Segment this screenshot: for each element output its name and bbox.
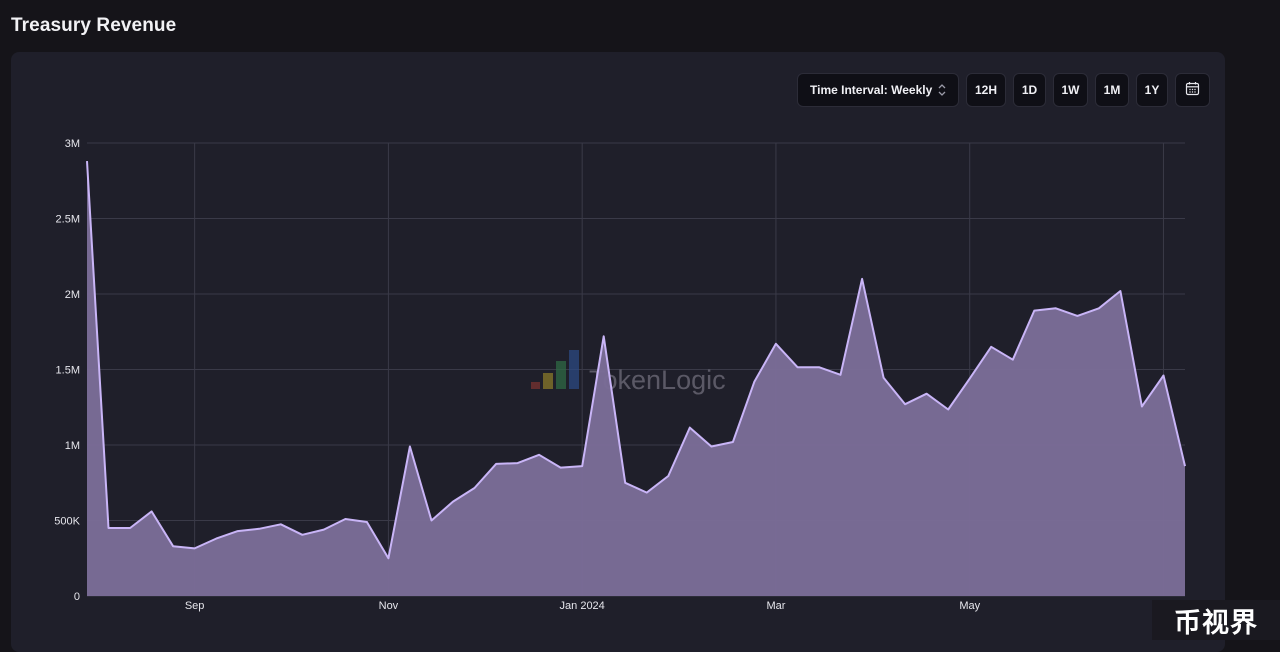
range-12h-button[interactable]: 12H: [966, 73, 1006, 107]
calendar-icon: [1185, 81, 1200, 99]
data-point[interactable]: [968, 377, 972, 381]
data-point[interactable]: [1032, 309, 1036, 313]
data-point[interactable]: [236, 529, 240, 533]
data-point[interactable]: [257, 527, 261, 531]
data-point[interactable]: [193, 546, 197, 550]
data-point[interactable]: [925, 392, 929, 396]
data-point[interactable]: [85, 159, 89, 163]
y-tick-label: 1.5M: [56, 365, 80, 377]
data-point[interactable]: [322, 528, 326, 532]
data-point[interactable]: [860, 277, 864, 281]
data-point[interactable]: [279, 522, 283, 526]
data-point[interactable]: [882, 376, 886, 380]
data-point[interactable]: [171, 544, 175, 548]
data-point[interactable]: [300, 533, 304, 537]
data-point[interactable]: [516, 461, 520, 465]
data-point[interactable]: [214, 537, 218, 541]
data-point[interactable]: [645, 491, 649, 495]
data-point[interactable]: [386, 556, 390, 560]
page-title: Treasury Revenue: [11, 15, 177, 36]
data-point[interactable]: [107, 526, 111, 530]
data-point[interactable]: [365, 520, 369, 524]
x-tick-label: Jan 2024: [560, 600, 605, 612]
data-point[interactable]: [796, 365, 800, 369]
data-point[interactable]: [817, 365, 821, 369]
y-tick-label: 500K: [54, 516, 80, 528]
data-point[interactable]: [602, 334, 606, 338]
data-point[interactable]: [580, 464, 584, 468]
data-point[interactable]: [839, 373, 843, 377]
watermark-bar: [556, 361, 566, 389]
range-1m-button[interactable]: 1M: [1095, 73, 1129, 107]
data-point[interactable]: [946, 408, 950, 412]
data-point[interactable]: [709, 445, 713, 449]
data-point[interactable]: [430, 519, 434, 523]
data-point[interactable]: [1162, 374, 1166, 378]
chart-toolbar: Time Interval: Weekly 12H 1D 1W 1M 1Y: [797, 73, 1210, 107]
data-point[interactable]: [1011, 358, 1015, 362]
x-tick-label: Nov: [379, 600, 399, 612]
data-point[interactable]: [903, 402, 907, 406]
data-point[interactable]: [1118, 289, 1122, 293]
data-point[interactable]: [128, 526, 132, 530]
data-point[interactable]: [688, 426, 692, 430]
y-axis-labels: 0 500K 1M 1.5M 2M 2.5M 3M: [54, 138, 80, 603]
range-1y-button[interactable]: 1Y: [1136, 73, 1168, 107]
data-point[interactable]: [408, 445, 412, 449]
data-point[interactable]: [343, 517, 347, 521]
x-tick-label: May: [959, 600, 980, 612]
watermark-bar: [543, 373, 553, 389]
time-interval-label: Time Interval: Weekly: [810, 83, 933, 97]
y-tick-label: 2.5M: [56, 214, 80, 226]
watermark-bar: [569, 350, 579, 389]
data-point[interactable]: [666, 474, 670, 478]
data-point[interactable]: [1097, 306, 1101, 310]
data-point[interactable]: [774, 342, 778, 346]
range-1d-button[interactable]: 1D: [1013, 73, 1046, 107]
data-point[interactable]: [623, 481, 627, 485]
tokenlogic-watermark: TokenLogic: [531, 350, 726, 395]
area-series: [85, 159, 1187, 596]
data-point[interactable]: [559, 466, 563, 470]
y-tick-label: 2M: [65, 289, 80, 301]
data-point[interactable]: [752, 380, 756, 384]
data-point[interactable]: [537, 453, 541, 457]
watermark-bar: [531, 382, 540, 389]
data-point[interactable]: [451, 500, 455, 504]
source-badge: 币视界: [1152, 600, 1280, 640]
y-tick-label: 1M: [65, 440, 80, 452]
data-point[interactable]: [473, 486, 477, 490]
area-fill: [87, 161, 1185, 596]
series-line: [86, 161, 1186, 560]
y-tick-label: 0: [74, 591, 80, 603]
data-point[interactable]: [494, 462, 498, 466]
x-tick-label: Mar: [766, 600, 785, 612]
x-tick-label: Sep: [185, 600, 205, 612]
range-1w-button[interactable]: 1W: [1053, 73, 1088, 107]
data-point[interactable]: [1075, 314, 1079, 318]
time-interval-dropdown[interactable]: Time Interval: Weekly: [797, 73, 959, 107]
data-point[interactable]: [989, 345, 993, 349]
chevron-updown-icon: [938, 84, 946, 96]
data-point[interactable]: [1140, 405, 1144, 409]
y-tick-label: 3M: [65, 138, 80, 150]
data-point[interactable]: [1183, 464, 1187, 468]
calendar-button[interactable]: [1175, 73, 1210, 107]
data-point[interactable]: [150, 509, 154, 513]
data-point[interactable]: [731, 440, 735, 444]
data-point[interactable]: [1054, 306, 1058, 310]
